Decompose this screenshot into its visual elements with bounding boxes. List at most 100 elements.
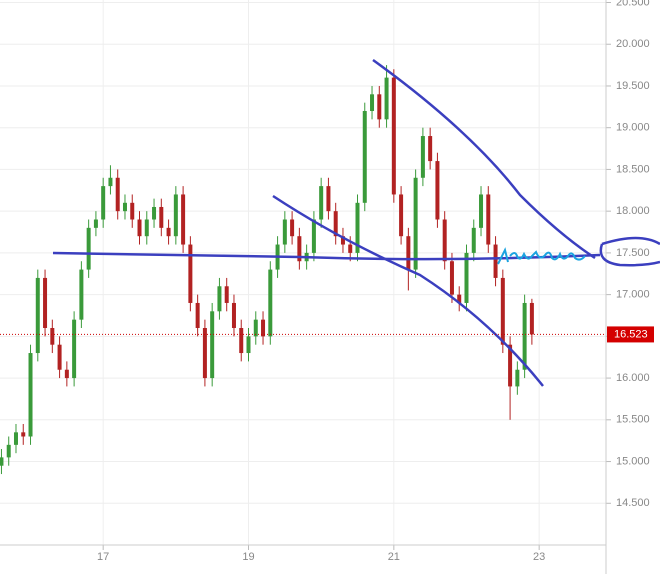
candle-body [195, 302, 200, 329]
candle-body [268, 269, 273, 337]
candle-body [28, 353, 33, 437]
current-price-box [607, 326, 654, 343]
candle-body [101, 186, 106, 220]
candle-body [224, 286, 229, 303]
candle-body [479, 194, 484, 228]
candle-body [64, 369, 69, 379]
candle-body [217, 286, 222, 312]
candle-body [486, 194, 491, 245]
candle-body [297, 236, 302, 262]
candle-body [0, 457, 4, 466]
candle-body [210, 311, 215, 379]
candle-body [413, 177, 418, 270]
candle-body [319, 186, 324, 220]
y-tick-label: 18.000 [616, 205, 650, 217]
y-tick-label: 17.000 [616, 289, 650, 301]
grid [0, 0, 606, 545]
candle-body [159, 206, 164, 228]
candle-body [21, 432, 26, 437]
candle-body [370, 94, 375, 112]
candle-body [13, 432, 18, 445]
candle-body [152, 206, 157, 220]
x-tick-label: 21 [388, 551, 400, 563]
candle-body [508, 344, 513, 387]
candle-body [6, 444, 11, 458]
drawings [52, 58, 660, 387]
x-tick-label: 23 [533, 551, 545, 563]
candle-body [457, 294, 462, 303]
candle-body [50, 328, 55, 345]
candle-body [529, 302, 534, 335]
candle-body [188, 244, 193, 303]
candle-body [515, 369, 520, 387]
candle-body [348, 244, 353, 253]
candle-body [202, 328, 207, 379]
x-tick-label: 17 [97, 551, 109, 563]
candle-body [442, 219, 447, 262]
axis: 14.50015.00015.50016.00016.50017.00017.5… [0, 0, 650, 574]
candle-body [377, 94, 382, 120]
candle-body [261, 319, 266, 337]
upper-trend-line [372, 58, 596, 260]
candle-body [471, 227, 476, 253]
y-tick-label: 20.000 [616, 38, 650, 50]
y-tick-label: 19.000 [616, 122, 650, 134]
candle-body [420, 136, 425, 178]
candle-body [173, 194, 178, 237]
candles [0, 65, 534, 475]
candle-body [166, 227, 171, 237]
candle-body [464, 252, 469, 303]
handwritten-note [497, 247, 586, 265]
candle-body [355, 202, 360, 253]
candle-body [384, 77, 389, 120]
candle-body [522, 302, 527, 370]
candle-body [181, 194, 186, 245]
candle-body [282, 219, 287, 245]
lower-trend-line [272, 194, 544, 387]
y-tick-label: 16.000 [616, 372, 650, 384]
candle-body [326, 186, 331, 212]
candle-body [93, 219, 98, 228]
y-tick-label: 15.000 [616, 455, 650, 467]
candle-body [435, 161, 440, 220]
y-tick-label: 18.500 [616, 163, 650, 175]
y-tick-label: 17.500 [616, 247, 650, 259]
label-circle [599, 236, 660, 267]
candle-body [130, 202, 135, 220]
candle-body [57, 344, 62, 370]
candle-body [86, 227, 91, 270]
candle-body [35, 277, 40, 354]
candle-body [311, 219, 316, 253]
candle-body [108, 177, 113, 187]
candle-body [290, 219, 295, 237]
candle-body [406, 236, 411, 270]
candle-body [144, 219, 149, 237]
current-price: 16.523 [0, 326, 654, 343]
candle-body [399, 194, 404, 237]
candle-body [362, 111, 367, 203]
candle-body [122, 202, 127, 212]
candle-body [231, 302, 236, 329]
candle-body [493, 244, 498, 278]
y-tick-label: 14.500 [616, 497, 650, 509]
candle-body [115, 177, 120, 212]
y-tick-label: 20.500 [616, 0, 650, 8]
candle-body [253, 319, 258, 337]
candle-body [246, 336, 251, 354]
candle-body [340, 236, 345, 245]
candle-body [239, 328, 244, 354]
y-tick-label: 15.500 [616, 414, 650, 426]
candle-body [391, 77, 396, 195]
candle-body [428, 136, 433, 162]
candle-body [333, 211, 338, 237]
current-price-label: 16.523 [614, 328, 648, 340]
candle-body [449, 261, 454, 295]
candle-body [79, 269, 84, 320]
candle-body [72, 319, 77, 379]
candle-body [500, 277, 505, 345]
candle-body [137, 219, 142, 237]
candle-body [43, 277, 48, 329]
x-tick-label: 19 [242, 551, 254, 563]
